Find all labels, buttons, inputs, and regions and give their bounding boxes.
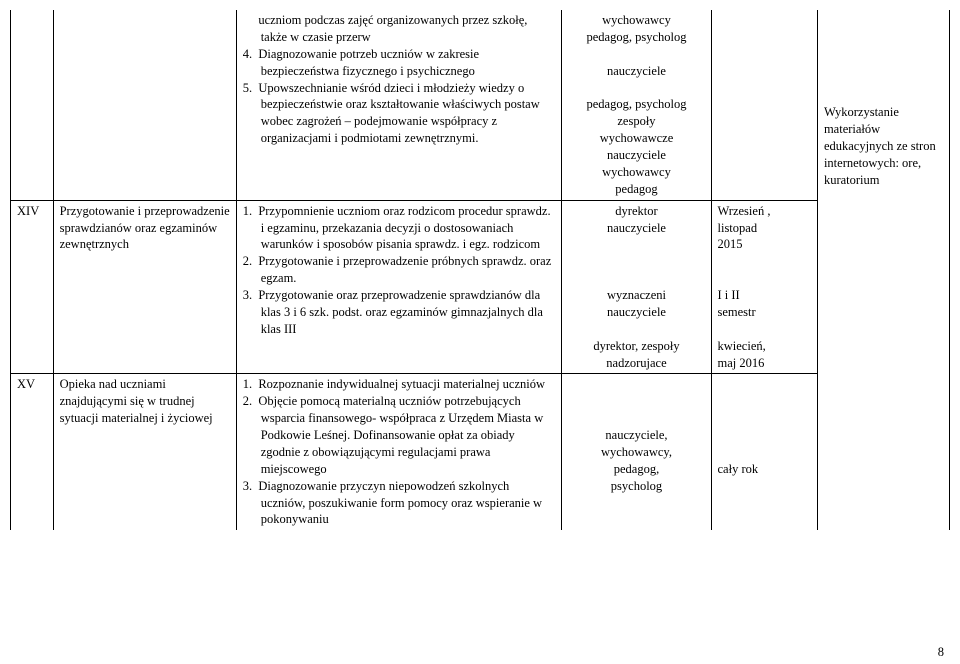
task-text: 1. Rozpoznanie indywidualnej sytuacji ma… (243, 376, 556, 393)
cell-term: cały rok (711, 374, 817, 530)
cell-topic: Przygotowanie i przeprowadzenie sprawdzi… (53, 200, 236, 374)
task-text: uczniom podczas zajęć organizowanych prz… (243, 12, 556, 46)
notes-text: Wykorzystanie materiałów edukacyjnych ze… (824, 104, 943, 188)
cell-topic (53, 10, 236, 200)
cell-num: XV (11, 374, 54, 530)
task-text: 5. Upowszechnianie wśród dzieci i młodzi… (243, 80, 556, 148)
cell-num: XIV (11, 200, 54, 374)
task-text: 1. Przypomnienie uczniom oraz rodzicom p… (243, 203, 556, 254)
cell-tasks: uczniom podczas zajęć organizowanych prz… (236, 10, 562, 200)
cell-notes: Wykorzystanie materiałów edukacyjnych ze… (817, 10, 949, 530)
task-text: 2. Przygotowanie i przeprowadzenie próbn… (243, 253, 556, 287)
cell-tasks: 1. Rozpoznanie indywidualnej sytuacji ma… (236, 374, 562, 530)
cell-responsible: dyrektornauczycielewyznaczeninauczyciele… (562, 200, 711, 374)
plan-table: uczniom podczas zajęć organizowanych prz… (10, 10, 950, 530)
task-text: 3. Diagnozowanie przyczyn niepowodzeń sz… (243, 478, 556, 529)
cell-topic: Opieka nad uczniami znajdującymi się w t… (53, 374, 236, 530)
cell-num (11, 10, 54, 200)
page-number: 8 (938, 645, 944, 660)
cell-tasks: 1. Przypomnienie uczniom oraz rodzicom p… (236, 200, 562, 374)
table-row: XV Opieka nad uczniami znajdującymi się … (11, 374, 950, 530)
cell-responsible: nauczyciele,wychowawcy,pedagog,psycholog (562, 374, 711, 530)
task-text: 4. Diagnozowanie potrzeb uczniów w zakre… (243, 46, 556, 80)
task-text: 2. Objęcie pomocą materialną uczniów pot… (243, 393, 556, 477)
table-row: XIV Przygotowanie i przeprowadzenie spra… (11, 200, 950, 374)
cell-responsible: wychowawcypedagog, psycholognauczycielep… (562, 10, 711, 200)
task-text: 3. Przygotowanie oraz przeprowadzenie sp… (243, 287, 556, 338)
cell-term (711, 10, 817, 200)
cell-term: Wrzesień ,listopad2015I i IIsemestrkwiec… (711, 200, 817, 374)
table-row: uczniom podczas zajęć organizowanych prz… (11, 10, 950, 200)
